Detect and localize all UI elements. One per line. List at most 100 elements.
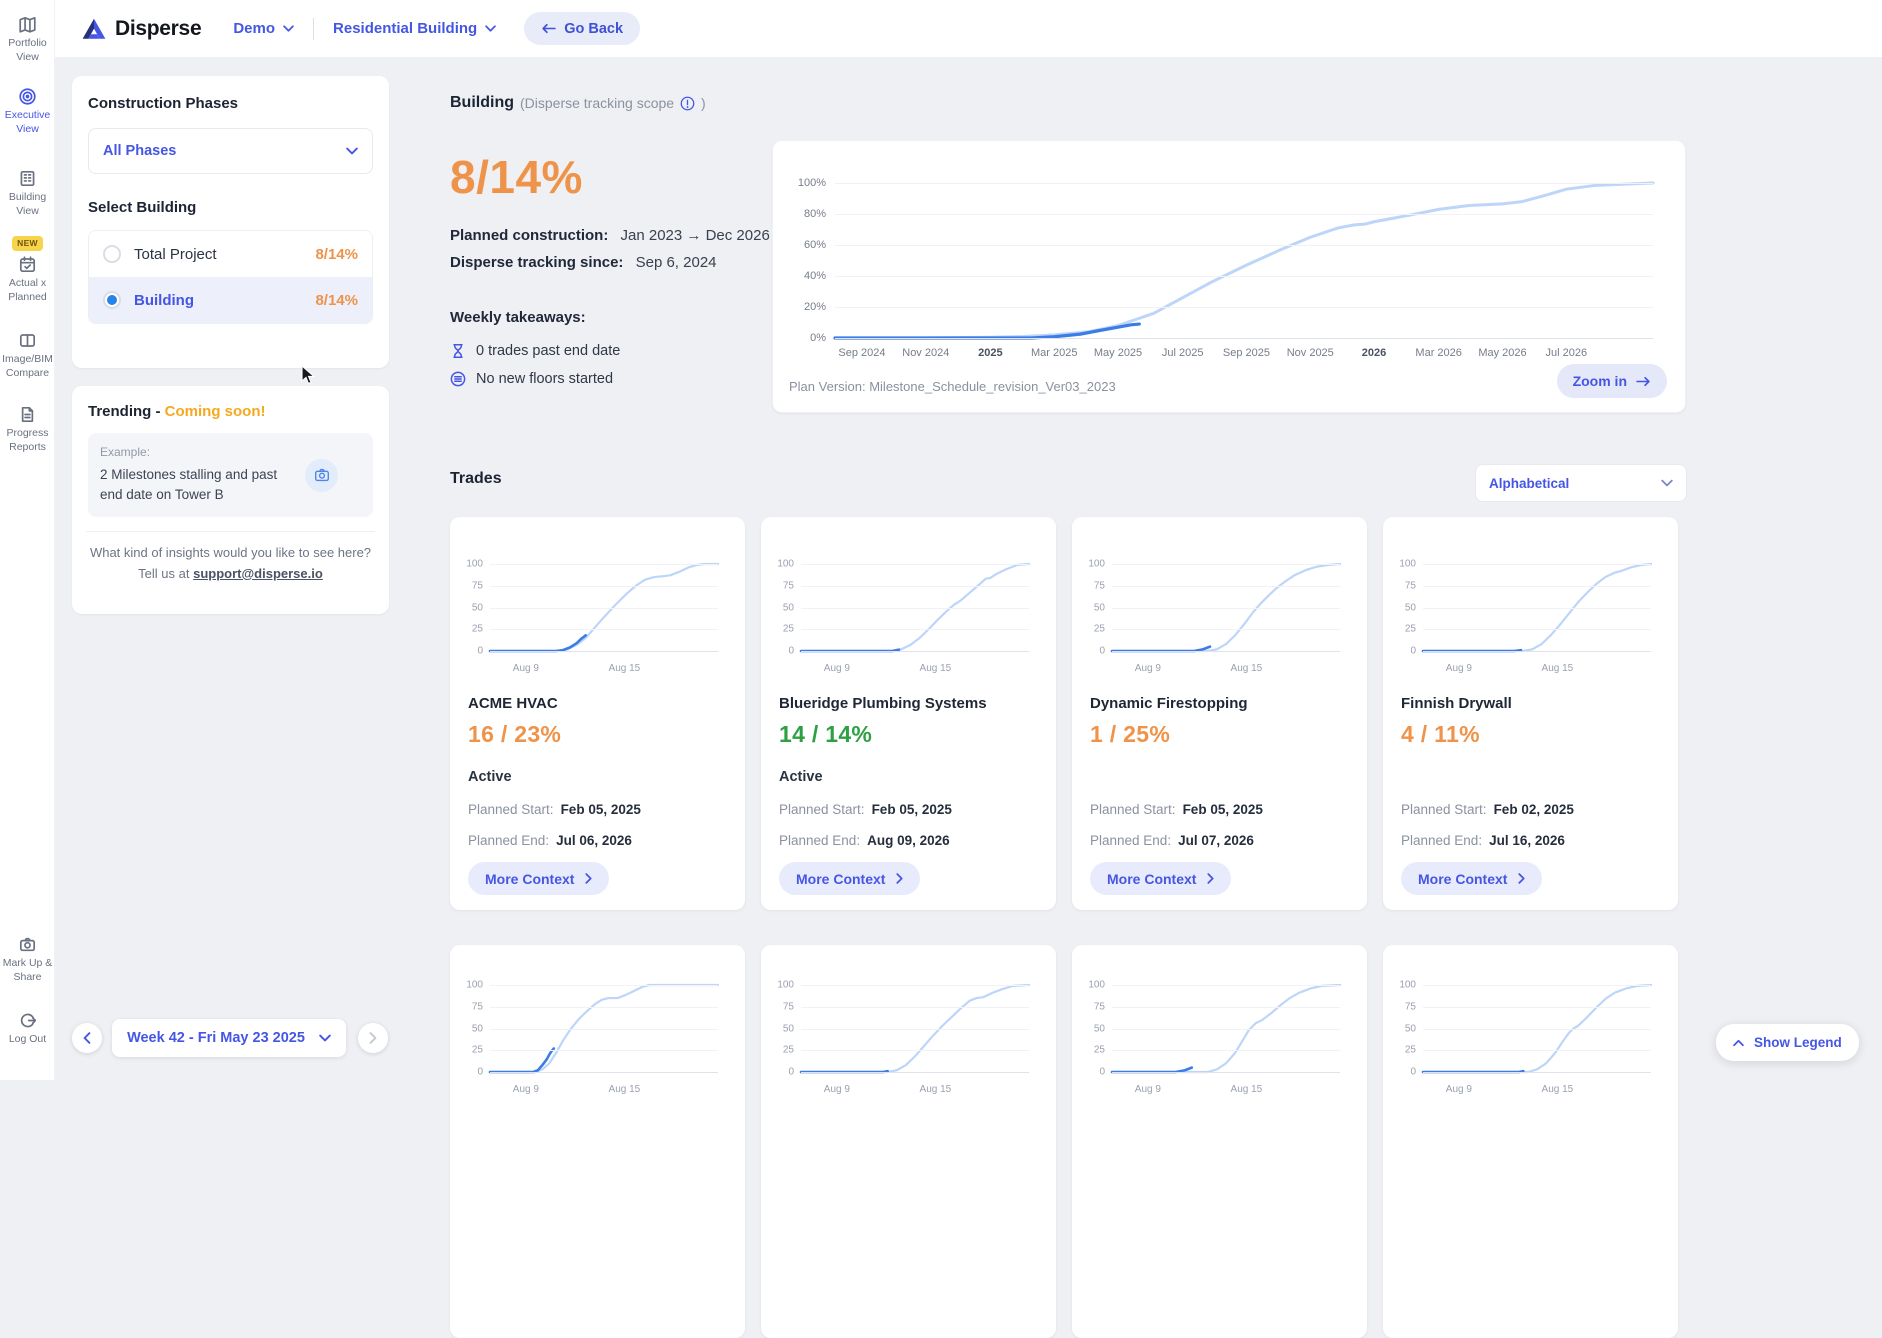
- more-context-button[interactable]: More Context: [468, 862, 610, 895]
- snapshot-button[interactable]: [305, 458, 338, 492]
- split-compare-icon: [19, 334, 36, 347]
- sidebar-item-executive-view[interactable]: Executive View: [0, 88, 55, 136]
- example-text: 2 Milestones stalling and past end date …: [100, 467, 278, 502]
- chevron-down-icon: [1661, 479, 1673, 487]
- calendar-check-icon: [19, 256, 36, 273]
- sidebar-item-log-out[interactable]: Log Out: [0, 1012, 55, 1047]
- trending-example-box: Example: 2 Milestones stalling and past …: [88, 433, 373, 517]
- construction-phases-panel: Construction Phases All Phases Select Bu…: [72, 76, 389, 368]
- previous-week-button[interactable]: [72, 1023, 102, 1053]
- trades-title: Trades: [450, 470, 502, 487]
- mouse-cursor: [301, 365, 316, 385]
- building-progress-chart-card: 100% 80% 60% 40% 20% 0% Sep 2024 Nov 2024 2025 Ma…: [772, 140, 1686, 413]
- arrow-left-icon: [542, 23, 556, 34]
- planned-start-row: Planned Start: Feb 05, 2025: [468, 802, 641, 817]
- trade-card: 100 75 50 25 0 Aug 9 Aug 15: [1072, 945, 1367, 1338]
- trade-mini-chart: 100 75 50 25 0 Aug 9 Aug 15: [1399, 559, 1651, 674]
- chevron-right-icon: [369, 1032, 377, 1044]
- trending-footer: What kind of insights would you like to …: [89, 545, 372, 581]
- divider: [86, 531, 375, 532]
- more-context-button[interactable]: More Context: [779, 862, 921, 895]
- site-dropdown[interactable]: Residential Building: [333, 20, 496, 37]
- building-option-total-project[interactable]: Total Project 8/14%: [89, 231, 372, 277]
- camera-icon: [19, 937, 36, 952]
- arrow-right-icon: [1636, 376, 1650, 386]
- trade-progress-value: 14 / 14%: [779, 721, 873, 747]
- weekly-takeaways-title: Weekly takeaways:: [450, 309, 586, 326]
- progress-chart: 100% 80% 60% 40% 20% 0% Sep 2024 Nov 2024 2025 Ma…: [798, 177, 1653, 359]
- trade-name: Dynamic Firestopping: [1090, 695, 1248, 712]
- takeaway-no-new-floors: No new floors started: [450, 371, 613, 387]
- go-back-button[interactable]: Go Back: [524, 12, 641, 45]
- planned-end-row: Planned End: Aug 09, 2026: [779, 833, 950, 848]
- trade-name: ACME HVAC: [468, 695, 558, 712]
- plan-version-label: Plan Version: Milestone_Schedule_revisio…: [789, 379, 1116, 394]
- disperse-logo-icon: [82, 18, 106, 39]
- more-context-button[interactable]: More Context: [1401, 862, 1543, 895]
- chevron-up-icon: [1733, 1039, 1744, 1046]
- planned-construction-row: Planned construction: Jan 2023 → Dec 202…: [450, 227, 770, 244]
- new-badge: NEW: [12, 236, 43, 252]
- sidebar-item-image-bim-compare[interactable]: Image/BIM Compare: [0, 332, 55, 380]
- logout-icon: [20, 1013, 36, 1028]
- trade-status: Active: [779, 769, 823, 785]
- show-legend-button[interactable]: Show Legend: [1716, 1024, 1859, 1061]
- support-email-link[interactable]: support@disperse.io: [193, 565, 323, 581]
- trade-card-dynamic-firestopping: 100 75 50 25 0 Aug 9 Aug 15 Dynamic Firestoppi…: [1072, 517, 1367, 910]
- chevron-down-icon: [346, 147, 358, 155]
- chevron-right-icon: [1207, 873, 1215, 884]
- planned-start-row: Planned Start: Feb 05, 2025: [779, 802, 952, 817]
- page-title: Building: [450, 94, 514, 111]
- trade-card: 100 75 50 25 0 Aug 9 Aug 15: [1383, 945, 1678, 1338]
- sidebar-item-markup-share[interactable]: Mark Up & Share: [0, 936, 55, 984]
- next-week-button[interactable]: [358, 1023, 388, 1053]
- icon-rail: Portfolio View Executive View Building V…: [0, 0, 55, 1080]
- chevron-right-icon: [585, 873, 593, 884]
- disperse-logo: Disperse: [81, 16, 202, 41]
- trade-mini-chart: 100 75 50 25 0 Aug 9 Aug 15: [777, 980, 1029, 1095]
- trade-mini-chart: 100 75 50 25 0 Aug 9 Aug 15: [466, 559, 718, 674]
- planned-end-row: Planned End: Jul 06, 2026: [468, 833, 632, 848]
- trade-mini-chart: 100 75 50 25 0 Aug 9 Aug 15: [466, 980, 718, 1095]
- camera-icon: [314, 468, 329, 482]
- trending-panel: Trending - Coming soon! Example: 2 Miles…: [72, 386, 389, 614]
- radio-selected[interactable]: [103, 291, 121, 309]
- trade-card-finnish-drywall: 100 75 50 25 0 Aug 9 Aug 15 Finnish Drywall 4 …: [1383, 517, 1678, 910]
- tracking-scope-note: (Disperse tracking scope: [519, 95, 675, 111]
- project-dropdown[interactable]: Demo: [233, 20, 294, 37]
- trade-card: 100 75 50 25 0 Aug 9 Aug 15: [450, 945, 745, 1338]
- bullseye-icon: [19, 88, 36, 105]
- tracking-since-row: Disperse tracking since: Sep 6, 2024: [450, 254, 717, 271]
- trades-sort-dropdown[interactable]: Alphabetical: [1475, 464, 1687, 502]
- select-building-label: Select Building: [88, 199, 197, 216]
- trade-progress-value: 1 / 25%: [1090, 721, 1171, 747]
- sidebar-item-portfolio-view[interactable]: Portfolio View: [0, 16, 55, 64]
- trade-card: 100 75 50 25 0 Aug 9 Aug 15: [761, 945, 1056, 1338]
- planned-start-row: Planned Start: Feb 02, 2025: [1401, 802, 1574, 817]
- sidebar-item-building-view[interactable]: Building View: [0, 170, 55, 218]
- map-icon: [19, 16, 36, 33]
- radio-unselected[interactable]: [103, 245, 121, 263]
- week-selector[interactable]: Week 42 - Fri May 23 2025: [112, 1019, 346, 1057]
- zoom-in-button[interactable]: Zoom in: [1556, 364, 1667, 398]
- trending-title: Trending - Coming soon!: [88, 403, 266, 420]
- building-icon: [20, 170, 35, 187]
- trade-card-blueridge-plumbing: 100 75 50 25 0 Aug 9 Aug 15 Blueridge Plumbing…: [761, 517, 1056, 910]
- building-header: Building (Disperse tracking scope ): [450, 94, 706, 111]
- trade-name: Blueridge Plumbing Systems: [779, 695, 987, 712]
- trade-status: Active: [468, 769, 512, 785]
- coming-soon-badge: Coming soon!: [164, 403, 266, 420]
- building-option-building[interactable]: Building 8/14%: [89, 277, 372, 323]
- trade-mini-chart: 100 75 50 25 0 Aug 9 Aug 15: [1088, 980, 1340, 1095]
- hourglass-icon: [453, 343, 463, 359]
- document-icon: [21, 406, 34, 423]
- planned-end-row: Planned End: Jul 07, 2026: [1090, 833, 1254, 848]
- phase-filter-dropdown[interactable]: All Phases: [88, 128, 373, 174]
- sidebar-item-actual-x-planned[interactable]: NEW Actual x Planned: [8, 236, 47, 303]
- trade-card-acme-hvac: 100 75 50 25 0 Aug 9 Aug 15 ACME HVAC 16 / 23%…: [450, 517, 745, 910]
- sidebar-item-progress-reports[interactable]: Progress Reports: [0, 406, 55, 454]
- info-icon[interactable]: [680, 96, 695, 111]
- brand-name: Disperse: [115, 16, 202, 40]
- chevron-down-icon: [283, 25, 294, 32]
- more-context-button[interactable]: More Context: [1090, 862, 1232, 895]
